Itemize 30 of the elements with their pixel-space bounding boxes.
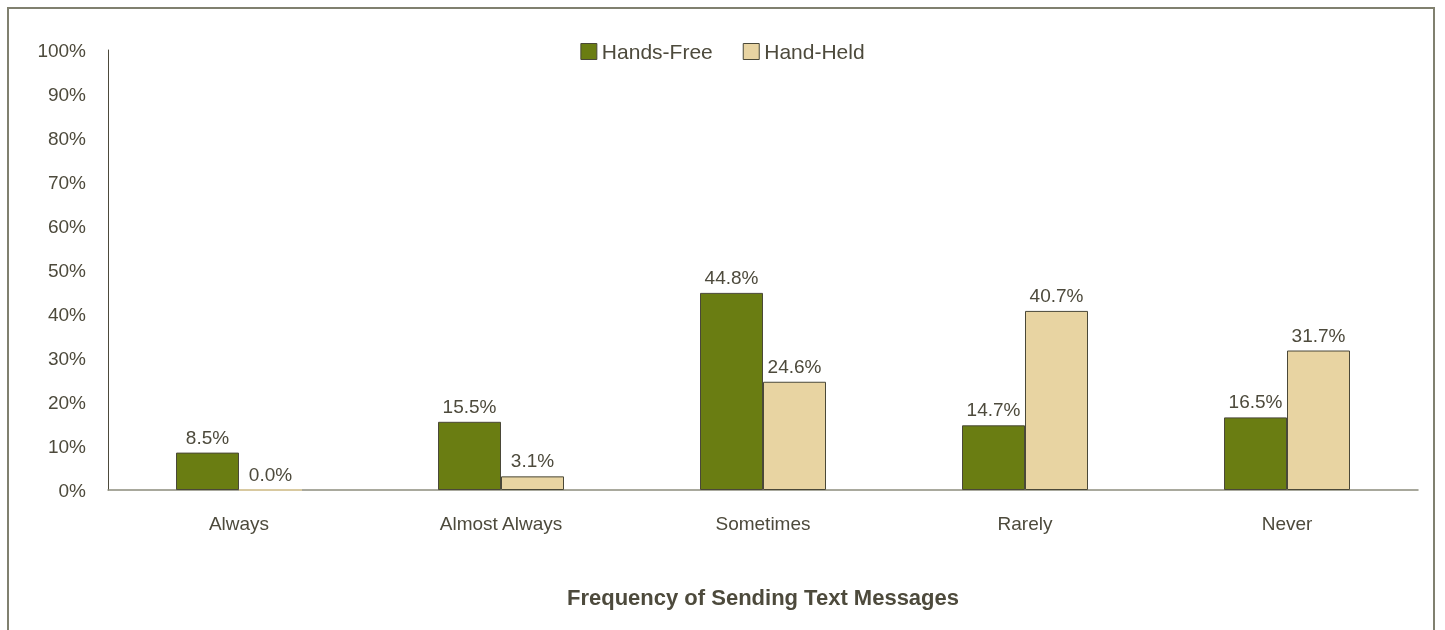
x-axis-title: Frequency of Sending Text Messages: [566, 584, 960, 610]
y-tick-label: 50%: [47, 259, 87, 281]
y-tick-label: 60%: [47, 215, 87, 237]
y-tick-label: 10%: [47, 435, 87, 457]
legend-label: Hand-Held: [764, 40, 865, 63]
x-tick-label: Almost Always: [439, 513, 563, 534]
data-label: 0.0%: [248, 463, 293, 485]
data-label: 16.5%: [1228, 391, 1283, 413]
legend-label: Hands-Free: [601, 40, 713, 63]
data-label: 3.1%: [510, 450, 555, 472]
x-tick-label: Rarely: [997, 513, 1053, 534]
data-label: 31.7%: [1291, 324, 1346, 346]
y-tick-label: 70%: [47, 171, 87, 193]
y-tick-label: 80%: [47, 127, 87, 149]
y-tick-label: 0%: [58, 479, 87, 501]
data-label: 40.7%: [1029, 284, 1084, 306]
y-tick-label: 90%: [47, 83, 87, 105]
y-tick-label: 20%: [47, 391, 87, 413]
x-tick-label: Sometimes: [715, 513, 811, 534]
y-tick-label: 40%: [47, 303, 87, 325]
y-tick-label: 100%: [37, 39, 87, 61]
x-tick-label: Always: [208, 513, 270, 534]
data-label: 14.7%: [966, 399, 1021, 421]
data-label: 24.6%: [767, 355, 822, 377]
x-tick-label: Never: [1261, 513, 1314, 534]
data-label: 15.5%: [442, 395, 497, 417]
bar: [176, 452, 239, 490]
data-label: 8.5%: [185, 426, 230, 448]
y-tick-label: 30%: [47, 347, 87, 369]
data-label: 44.8%: [704, 266, 759, 288]
